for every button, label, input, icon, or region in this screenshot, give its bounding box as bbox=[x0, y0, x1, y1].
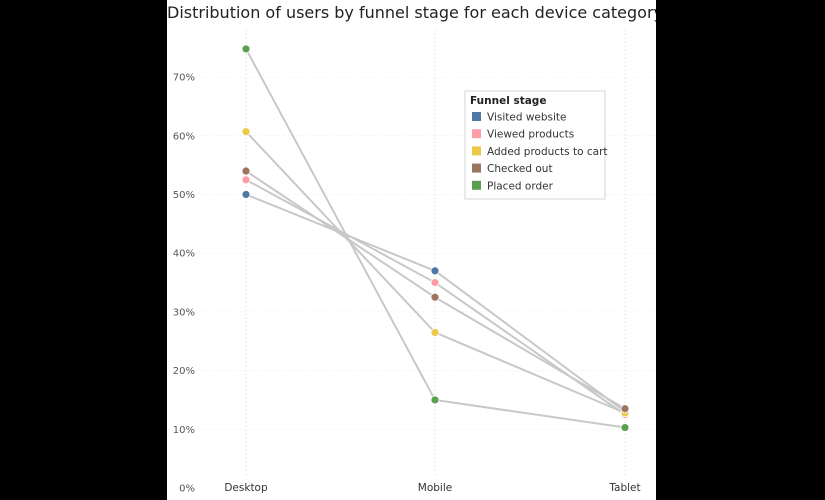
data-point[interactable] bbox=[241, 175, 251, 185]
data-point[interactable] bbox=[430, 395, 440, 405]
series-line bbox=[245, 193, 626, 413]
legend-entry: Added products to cart bbox=[487, 146, 608, 158]
legend-title: Funnel stage bbox=[470, 95, 546, 107]
x-tick-label: Tablet bbox=[608, 482, 640, 494]
chart-panel: 0% 10% 20% 30% 40% 50% 60% 70% Desktop Mobile Tab… bbox=[167, 0, 656, 500]
legend-entry: Placed order bbox=[487, 180, 554, 192]
data-point[interactable] bbox=[430, 328, 440, 337]
y-tick-label: 10% bbox=[173, 425, 195, 436]
data-point[interactable] bbox=[430, 278, 440, 287]
legend-box bbox=[464, 90, 606, 200]
legend: Funnel stage Visited website Viewed produ… bbox=[464, 90, 608, 200]
data-point[interactable] bbox=[620, 423, 630, 432]
y-tick-label: 40% bbox=[173, 249, 195, 260]
y-tick-label: 20% bbox=[173, 366, 195, 377]
chart-title: Distribution of users by funnel stage fo… bbox=[167, 3, 656, 22]
x-tick-label: Mobile bbox=[418, 482, 452, 494]
legend-swatch bbox=[472, 146, 481, 156]
data-point[interactable] bbox=[241, 44, 251, 54]
y-tick-label: 70% bbox=[173, 73, 195, 84]
data-point[interactable] bbox=[241, 127, 251, 137]
legend-entry: Viewed products bbox=[487, 129, 574, 141]
y-tick-label: 60% bbox=[173, 131, 195, 142]
legend-swatch bbox=[472, 180, 481, 190]
data-point[interactable] bbox=[430, 292, 440, 302]
y-tick-label: 50% bbox=[173, 190, 195, 201]
x-tick-label: Desktop bbox=[224, 482, 268, 494]
legend-entry: Visited website bbox=[487, 112, 567, 124]
legend-entry: Checked out bbox=[487, 163, 553, 175]
data-point[interactable] bbox=[241, 166, 251, 176]
data-point[interactable] bbox=[430, 266, 440, 276]
chart-plot: 0% 10% 20% 30% 40% 50% 60% 70% Desktop Mobile Tab… bbox=[173, 30, 656, 495]
data-point[interactable] bbox=[620, 404, 630, 414]
y-tick-label: 0% bbox=[179, 484, 195, 495]
legend-swatch bbox=[472, 163, 481, 173]
y-tick-label: 30% bbox=[173, 307, 195, 318]
legend-swatch bbox=[472, 112, 481, 121]
data-point[interactable] bbox=[241, 190, 251, 199]
legend-swatch bbox=[472, 129, 481, 139]
